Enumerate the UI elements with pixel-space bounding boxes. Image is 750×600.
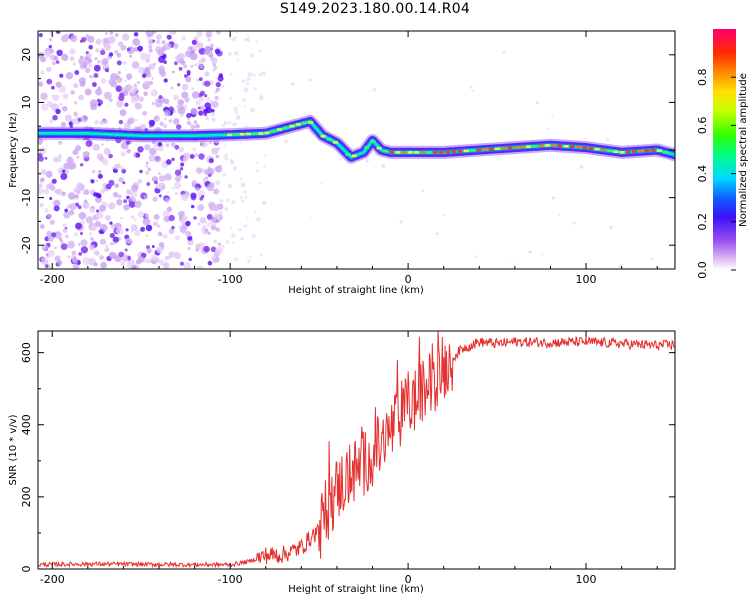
y-tick-label: -10	[20, 189, 33, 207]
spectrogram-plot-area	[38, 31, 675, 269]
ridge-peaks	[227, 121, 669, 158]
x-tick-label: -100	[218, 273, 243, 286]
colorbar-label: Normalized spectral amplitude	[738, 73, 749, 227]
spectrogram-y-axis-label: Frequency (Hz)	[8, 112, 19, 188]
x-tick-label: 100	[576, 273, 597, 286]
colorbar-tick-label: 0.8	[696, 68, 709, 86]
y-tick-label: 0	[20, 147, 33, 154]
x-tick-label: -200	[40, 573, 65, 586]
colorbar-gradient	[713, 29, 736, 270]
colorbar-tick-label: 0.6	[696, 117, 709, 134]
x-tick-label: -200	[40, 273, 65, 286]
spectrogram-y-axis: -20 -10 0 10 20	[20, 30, 675, 270]
spectrogram-x-axis: -200 -100 0 100	[40, 31, 658, 286]
x-tick-label: 0	[405, 273, 412, 286]
spectrogram-x-axis-label: Height of straight line (km)	[288, 285, 424, 296]
chart-title: S149.2023.180.00.14.R04	[279, 1, 471, 17]
colorbar-tick-label: 0.2	[696, 213, 709, 231]
noise-speckle	[38, 31, 675, 269]
colorbar-tick-label: 0.0	[696, 261, 709, 279]
snr-x-axis-label: Height of straight line (km)	[288, 584, 424, 595]
y-tick-label: 10	[20, 95, 33, 109]
x-tick-label: 0	[405, 573, 412, 586]
y-tick-label: 0	[20, 566, 33, 573]
colorbar-tick-label: 0.4	[696, 165, 709, 183]
y-tick-label: 200	[20, 486, 33, 507]
x-tick-label: -100	[218, 573, 243, 586]
x-tick-label: 100	[576, 573, 597, 586]
snr-plot-area	[38, 331, 675, 569]
y-tick-label: 600	[20, 342, 33, 363]
y-tick-label: 400	[20, 414, 33, 435]
colorbar-ticks: 0.0 0.2 0.4 0.6 0.8	[696, 68, 736, 279]
colorbar: 0.0 0.2 0.4 0.6 0.8 Normalized spectral ampl…	[696, 29, 749, 279]
snr-frame	[37, 330, 676, 570]
snr-x-axis: -200 -100 0 100	[40, 331, 658, 586]
y-tick-label: -20	[20, 236, 33, 254]
snr-y-axis: 0 200 400 600	[20, 342, 675, 573]
y-tick-label: 20	[20, 48, 33, 62]
snr-panel: -200 -100 0 100 0 200 400 600 Height of straig…	[8, 330, 676, 595]
snr-series-line	[38, 331, 675, 569]
snr-y-axis-label: SNR (10 * v/v)	[8, 414, 19, 485]
